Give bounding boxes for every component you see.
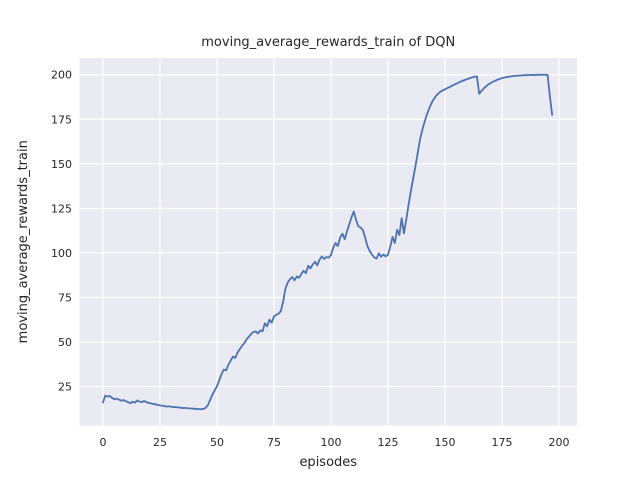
x-tick-label: 0 [99,436,106,449]
y-tick-label: 200 [51,69,72,82]
y-tick-label: 75 [58,291,72,304]
y-tick-label: 125 [51,202,72,215]
y-axis-label: moving_average_rewards_train [16,140,31,343]
y-tick-label: 175 [51,113,72,126]
chart-title: moving_average_rewards_train of DQN [201,35,455,50]
x-tick-label: 100 [320,436,341,449]
x-tick-label: 125 [377,436,398,449]
y-tick-label: 25 [58,380,72,393]
x-tick-label: 200 [548,436,569,449]
x-tick-label: 75 [267,436,281,449]
y-tick-labels: 25 50 75 100 125 150 175 200 [51,69,72,394]
x-tick-labels: 0 25 50 75 100 125 150 175 200 [99,436,569,449]
x-tick-label: 175 [491,436,512,449]
dqn-reward-line [102,73,554,411]
gridlines [79,58,577,426]
x-tick-label: 25 [153,436,167,449]
x-axis-label: episodes [299,455,357,470]
x-tick-label: 150 [434,436,455,449]
y-tick-label: 100 [51,247,72,260]
y-tick-label: 150 [51,158,72,171]
y-tick-label: 50 [58,336,72,349]
x-tick-label: 50 [210,436,224,449]
